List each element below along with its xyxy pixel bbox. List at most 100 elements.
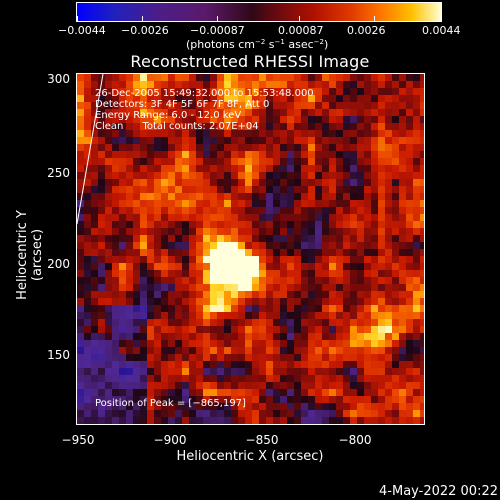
heatmap-cell [399, 74, 406, 81]
heatmap-cell [245, 221, 252, 228]
heatmap-cell [245, 193, 252, 200]
heatmap-cell [350, 130, 357, 137]
heatmap-cell [91, 137, 98, 144]
heatmap-cell [98, 193, 105, 200]
heatmap-cell [371, 193, 378, 200]
heatmap-cell [301, 242, 308, 249]
heatmap-cell [287, 305, 294, 312]
heatmap-cell [343, 277, 350, 284]
heatmap-cell [77, 284, 84, 291]
heatmap-cell [224, 116, 231, 123]
heatmap-cell [329, 207, 336, 214]
heatmap-cell [413, 130, 420, 137]
heatmap-cell [378, 137, 385, 144]
heatmap-cell [315, 95, 322, 102]
heatmap-cell [175, 298, 182, 305]
heatmap-cell [315, 249, 322, 256]
heatmap-cell [378, 396, 385, 403]
heatmap-cell [182, 130, 189, 137]
heatmap-cell [105, 396, 112, 403]
heatmap-cell [98, 165, 105, 172]
heatmap-cell [231, 81, 238, 88]
heatmap-cell [224, 354, 231, 361]
heatmap-cell [84, 144, 91, 151]
heatmap-cell [392, 256, 399, 263]
heatmap-cell [140, 74, 147, 81]
heatmap-cell [168, 319, 175, 326]
heatmap-cell [133, 424, 140, 425]
heatmap-cell [91, 151, 98, 158]
heatmap-cell [294, 172, 301, 179]
heatmap-cell [196, 298, 203, 305]
heatmap-cell [175, 158, 182, 165]
heatmap-cell [406, 361, 413, 368]
heatmap-cell [203, 291, 210, 298]
heatmap-cell [140, 109, 147, 116]
heatmap-cell [203, 207, 210, 214]
heatmap-cell [420, 228, 424, 235]
heatmap-cell [91, 312, 98, 319]
heatmap-cell [217, 186, 224, 193]
heatmap-cell [147, 137, 154, 144]
heatmap-cell [175, 144, 182, 151]
heatmap-cell [266, 319, 273, 326]
heatmap-cell [126, 263, 133, 270]
heatmap-cell [126, 319, 133, 326]
heatmap-cell [343, 207, 350, 214]
heatmap-cell [315, 403, 322, 410]
heatmap-cell [406, 200, 413, 207]
heatmap-cell [147, 347, 154, 354]
heatmap-cell [371, 277, 378, 284]
heatmap-cell [161, 284, 168, 291]
heatmap-cell [273, 130, 280, 137]
heatmap-cell [252, 382, 259, 389]
heatmap-cell [224, 389, 231, 396]
peak-position: Position of Peak = [−865,197] [95, 398, 246, 409]
heatmap-cell [161, 74, 168, 81]
heatmap-cell [413, 200, 420, 207]
heatmap-cell [168, 137, 175, 144]
heatmap-cell [308, 81, 315, 88]
heatmap-cell [126, 305, 133, 312]
heatmap-cell [126, 410, 133, 417]
heatmap-cell [154, 74, 161, 81]
heatmap-cell [392, 410, 399, 417]
heatmap-cell [371, 284, 378, 291]
heatmap-cell [112, 361, 119, 368]
heatmap-cell [217, 193, 224, 200]
heatmap-cell [420, 221, 424, 228]
heatmap-cell [273, 88, 280, 95]
heatmap-cell [301, 375, 308, 382]
heatmap-cell [245, 389, 252, 396]
heatmap-cell [161, 361, 168, 368]
heatmap-cell [287, 228, 294, 235]
heatmap-cell [196, 291, 203, 298]
heatmap-cell [280, 305, 287, 312]
heatmap-cell [224, 333, 231, 340]
heatmap-cell [364, 375, 371, 382]
heatmap-cell [98, 214, 105, 221]
heatmap-cell [273, 172, 280, 179]
heatmap-cell [406, 354, 413, 361]
heatmap-cell [413, 263, 420, 270]
heatmap-cell [196, 144, 203, 151]
heatmap-cell [175, 221, 182, 228]
heatmap-cell [392, 298, 399, 305]
heatmap-cell [231, 102, 238, 109]
heatmap-cell [238, 137, 245, 144]
heatmap-cell [420, 95, 424, 102]
heatmap-cell [343, 263, 350, 270]
heatmap-cell [287, 277, 294, 284]
heatmap-cell [343, 284, 350, 291]
heatmap-cell [343, 95, 350, 102]
heatmap-cell [77, 102, 84, 109]
heatmap-cell [245, 347, 252, 354]
heatmap-cell [154, 263, 161, 270]
heatmap-cell [266, 88, 273, 95]
image-plot[interactable]: 26-Dec-2005 15:49:32.000 to 15:53:48.000… [76, 73, 425, 425]
heatmap-cell [343, 375, 350, 382]
heatmap-cell [378, 81, 385, 88]
heatmap-cell [168, 249, 175, 256]
heatmap-cell [343, 396, 350, 403]
heatmap-cell [245, 417, 252, 424]
